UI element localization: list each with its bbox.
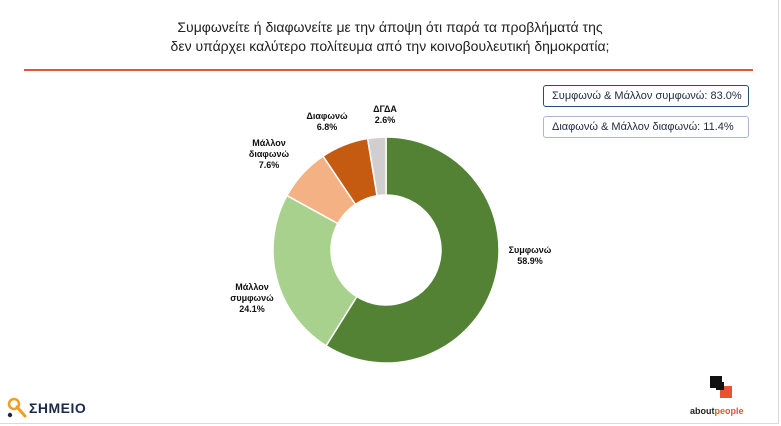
- chart-title-line-2: δεν υπάρχει καλύτερο πολίτευμα από την κ…: [170, 38, 610, 54]
- slice-label-1-line-0: Μάλλον: [235, 282, 268, 292]
- slice-label-2-line-0: Μάλλον: [252, 138, 285, 148]
- chart-title: Συμφωνείτε ή διαφωνείτε με την άποψη ότι…: [60, 18, 720, 56]
- simeio-logo-icon: [6, 397, 28, 419]
- title-divider: [24, 69, 753, 71]
- slice-label-0-line-1: 58.9%: [517, 256, 543, 266]
- aboutpeople-logo-text-a: about: [690, 406, 715, 416]
- simeio-logo-text: ΣΗΜΕΙΟ: [29, 400, 87, 416]
- slice-label-4-line-1: 2.6%: [375, 115, 396, 125]
- aboutpeople-logo-text: aboutpeople: [690, 406, 744, 416]
- summary-agree-box: Συμφωνώ & Μάλλον συμφωνώ: 83.0%: [543, 85, 749, 107]
- donut-slice-4: [366, 136, 387, 197]
- slice-label-0: Συμφωνώ 58.9%: [509, 245, 552, 266]
- slice-label-2: Μάλλον διαφωνώ 7.6%: [249, 138, 290, 170]
- slice-label-4: ΔΓΔΑ 2.6%: [373, 104, 397, 125]
- chart-title-line-1: Συμφωνείτε ή διαφωνείτε με την άποψη ότι…: [177, 19, 603, 35]
- donut-slice-0: [325, 136, 500, 364]
- slice-label-3-line-1: 6.8%: [317, 122, 338, 132]
- summary-disagree-box: Διαφωνώ & Μάλλον διαφωνώ: 11.4%: [543, 116, 749, 138]
- slice-label-1: Μάλλον συμφωνώ 24.1%: [230, 282, 274, 314]
- aboutpeople-logo-text-b: people: [714, 406, 744, 416]
- slice-label-4-line-0: ΔΓΔΑ: [373, 104, 397, 114]
- aboutpeople-logo: aboutpeople: [690, 374, 760, 418]
- slice-label-3: Διαφωνώ 6.8%: [306, 111, 348, 132]
- slice-label-1-line-1: συμφωνώ: [230, 293, 274, 303]
- aboutpeople-logo-icon: [710, 376, 732, 398]
- slice-label-3-line-0: Διαφωνώ: [306, 111, 348, 121]
- slice-label-2-line-2: 7.6%: [259, 160, 280, 170]
- slice-label-0-line-0: Συμφωνώ: [509, 245, 552, 255]
- slice-label-1-line-2: 24.1%: [239, 304, 265, 314]
- slice-label-2-line-1: διαφωνώ: [249, 149, 290, 159]
- donut-slice-1: [272, 194, 358, 347]
- simeio-logo: ΣΗΜΕΙΟ: [6, 396, 86, 420]
